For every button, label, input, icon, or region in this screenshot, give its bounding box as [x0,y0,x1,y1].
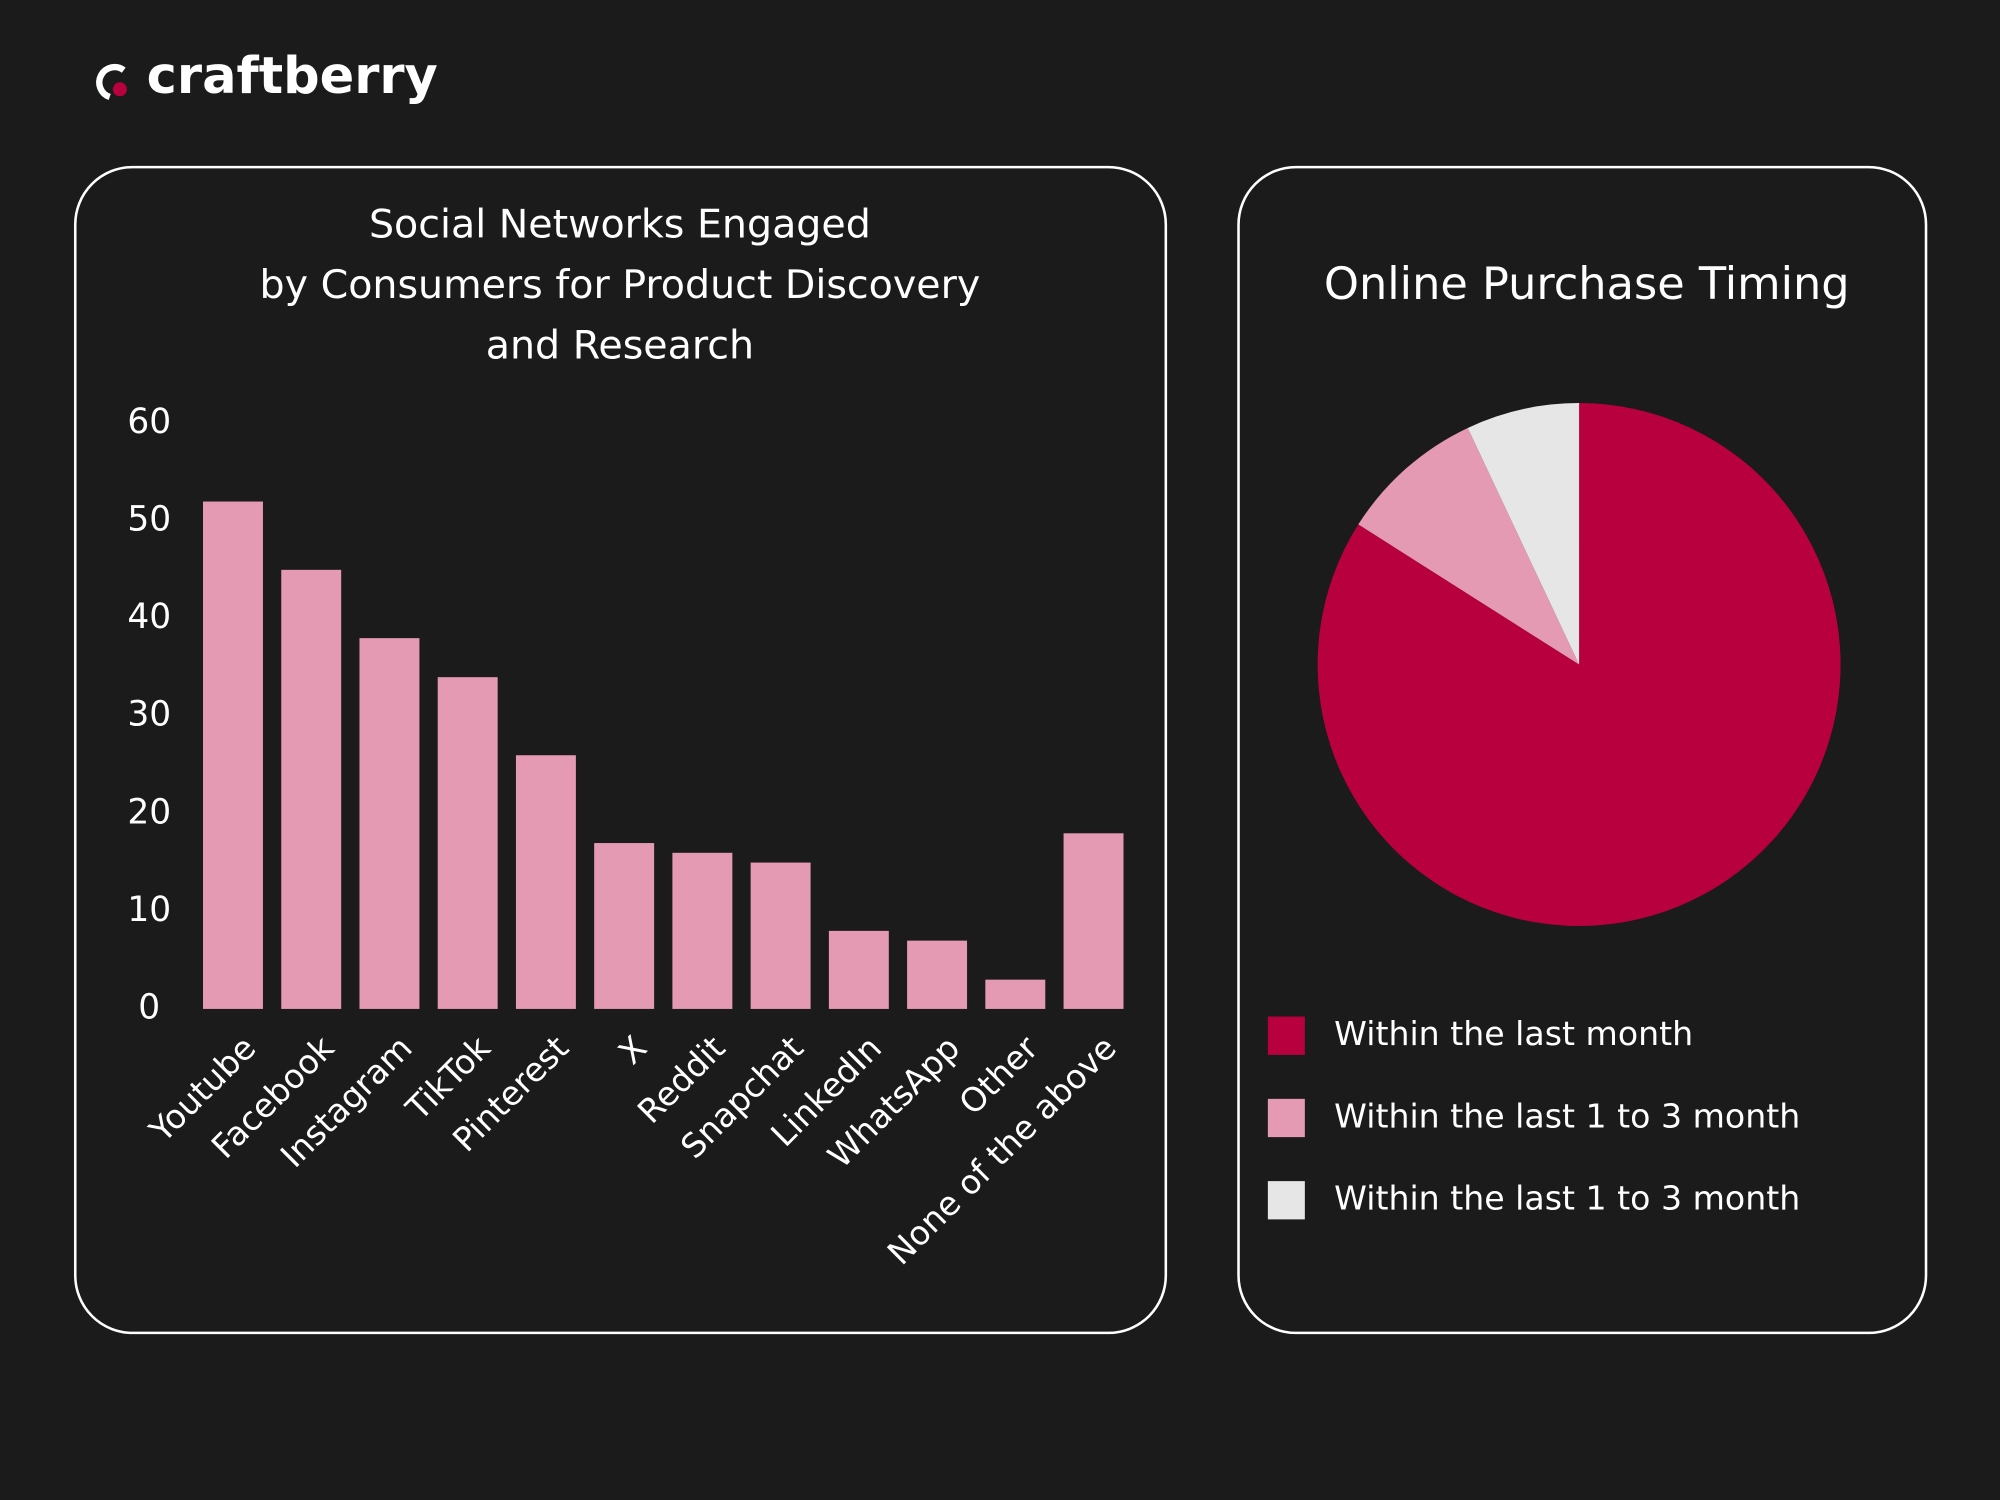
y-tick-label: 10 [127,890,171,930]
legend-swatch [1267,1098,1305,1138]
chart-title: by Consumers for Product Discovery [260,262,981,308]
bar [985,979,1046,1009]
bar [281,569,342,1009]
legend-label: Within the last month [1334,1014,1693,1053]
logo-text: craftberry [147,47,438,106]
y-tick-label: 30 [127,695,171,735]
legend-swatch [1267,1016,1305,1055]
bar [672,852,733,1009]
legend-swatch [1267,1181,1305,1220]
legend-label: Within the last 1 to 3 month [1334,1096,1800,1135]
bar [828,930,889,1009]
bar [203,501,263,1009]
bar [437,677,498,1009]
logo-dot [112,82,127,97]
bar [594,843,655,1009]
bar [750,862,811,1009]
chart-title: Social Networks Engaged [369,202,871,248]
logo: craftberry [96,47,438,106]
pie-slice [1467,403,1580,665]
chart-title: Online Purchase Timing [1324,258,1850,310]
bar [1063,833,1124,1009]
y-tick-label: 60 [127,402,171,442]
y-tick-label: 0 [138,987,160,1027]
y-tick-label: 20 [127,792,171,832]
bar [907,940,968,1009]
bar-panel [73,165,1168,1335]
pie-panel [1237,165,1928,1335]
bar [515,755,576,1009]
bar [359,638,420,1009]
pie-chart: Online Purchase Timing Within the last mo… [1267,258,1850,1220]
y-tick-label: 50 [127,500,171,540]
pie-slice [1317,403,1841,927]
chart-title: and Research [486,323,754,369]
logo-ring [96,63,126,100]
pie-slice [1358,427,1580,665]
y-tick-label: 40 [127,597,171,637]
legend-label: Within the last 1 to 3 month [1334,1179,1800,1218]
